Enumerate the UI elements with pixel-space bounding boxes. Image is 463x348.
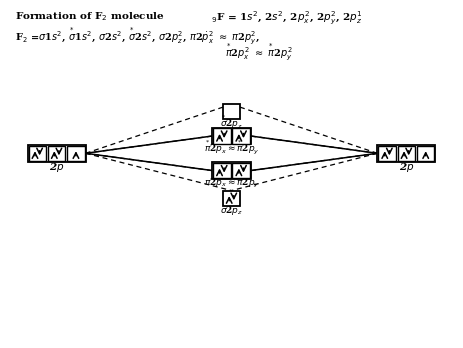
Text: $_9$F = 1$s^2$, 2$s^2$, 2$p_x^2$, 2$p_y^2$, 2$p_z^1$: $_9$F = 1$s^2$, 2$s^2$, 2$p_x^2$, 2$p_y^…	[211, 10, 363, 27]
Bar	[48, 146, 65, 161]
Text: F$_2$ =$\sigma$1$s^2$, $\overset{*}{\sigma}$1$s^2$, $\sigma$2$s^2$, $\overset{*}: F$_2$ =$\sigma$1$s^2$, $\overset{*}{\sig…	[15, 26, 260, 47]
Bar	[417, 146, 434, 161]
Bar	[212, 128, 251, 144]
Bar	[378, 146, 396, 161]
Bar	[213, 128, 231, 144]
Text: 2$p$: 2$p$	[399, 160, 414, 174]
Bar	[398, 146, 415, 161]
Bar	[28, 145, 86, 161]
Bar	[377, 145, 435, 161]
Text: $\overset{*}{\sigma}$2$p_z$: $\overset{*}{\sigma}$2$p_z$	[220, 113, 243, 131]
Text: 2$p$: 2$p$	[49, 160, 64, 174]
Bar	[232, 128, 250, 144]
Text: $\overset{*}{\pi}$2$p_x^2$ $\approx$ $\overset{*}{\pi}$2$p_y^2$: $\overset{*}{\pi}$2$p_x^2$ $\approx$ $\o…	[225, 42, 292, 63]
Bar	[29, 146, 46, 161]
Bar	[213, 163, 231, 178]
Bar	[212, 162, 251, 179]
Text: $\pi$2$p_x$$\approx$$\pi$2$p_y$: $\pi$2$p_x$$\approx$$\pi$2$p_y$	[204, 177, 259, 190]
Bar	[223, 191, 240, 206]
Text: $\sigma$2$p_z$: $\sigma$2$p_z$	[220, 204, 243, 218]
Text: $\overset{*}{\pi}$2$p_x$$\approx$$\overset{*}{\pi}$2$p_y$: $\overset{*}{\pi}$2$p_x$$\approx$$\overs…	[204, 138, 259, 156]
Bar	[232, 163, 250, 178]
Bar	[223, 104, 240, 119]
Text: Formation of F$_2$ molecule: Formation of F$_2$ molecule	[15, 10, 165, 23]
Bar	[67, 146, 85, 161]
